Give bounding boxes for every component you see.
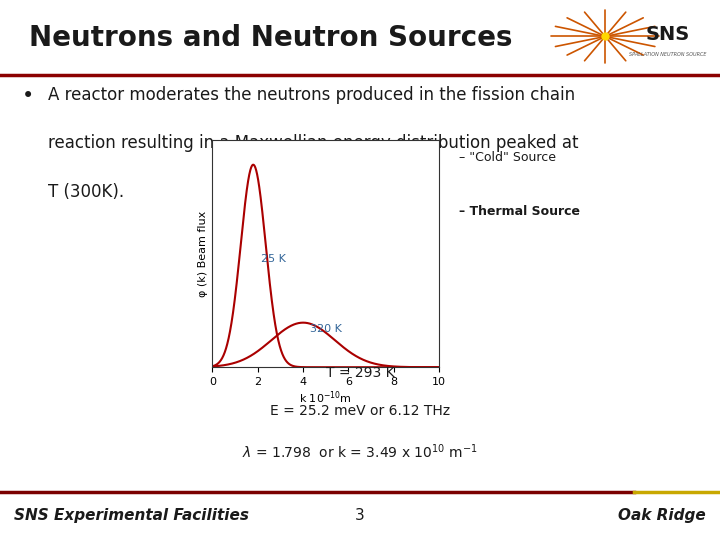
Text: SPALLATION NEUTRON SOURCE: SPALLATION NEUTRON SOURCE	[629, 52, 706, 57]
Text: reaction resulting in a Maxwellian energy distribution peaked at: reaction resulting in a Maxwellian energ…	[48, 134, 579, 152]
Text: T = 293 K: T = 293 K	[325, 366, 395, 380]
X-axis label: k 10$^{-10}$m: k 10$^{-10}$m	[300, 390, 352, 406]
Text: Neutrons and Neutron Sources: Neutrons and Neutron Sources	[29, 24, 513, 52]
Text: – "Cold" Source: – "Cold" Source	[459, 151, 556, 164]
Text: SNS: SNS	[645, 25, 689, 44]
Text: 3: 3	[355, 508, 365, 523]
Text: T (300K).: T (300K).	[48, 183, 125, 201]
Text: A reactor moderates the neutrons produced in the fission chain: A reactor moderates the neutrons produce…	[48, 86, 575, 104]
Text: 25 K: 25 K	[261, 254, 286, 264]
Text: E = 25.2 meV or 6.12 THz: E = 25.2 meV or 6.12 THz	[270, 404, 450, 418]
Text: 320 K: 320 K	[310, 324, 342, 334]
Text: Oak Ridge: Oak Ridge	[618, 508, 706, 523]
Y-axis label: φ (k) Beam flux: φ (k) Beam flux	[198, 211, 208, 297]
Text: •: •	[22, 86, 34, 106]
Text: $\lambda$ = 1.798  or k = 3.49 x 10$^{10}$ m$^{-1}$: $\lambda$ = 1.798 or k = 3.49 x 10$^{10}…	[242, 442, 478, 461]
Text: SNS Experimental Facilities: SNS Experimental Facilities	[14, 508, 249, 523]
Text: – Thermal Source: – Thermal Source	[459, 205, 580, 218]
